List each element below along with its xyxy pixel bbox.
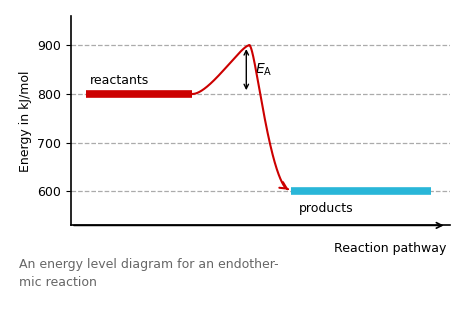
Text: Reaction pathway: Reaction pathway	[334, 242, 447, 255]
Y-axis label: Energy in kJ/mol: Energy in kJ/mol	[19, 70, 32, 172]
Text: reactants: reactants	[90, 74, 149, 87]
Text: products: products	[299, 202, 353, 215]
Text: An energy level diagram for an endother-
mic reaction: An energy level diagram for an endother-…	[19, 258, 279, 289]
Text: $E_\mathrm{A}$: $E_\mathrm{A}$	[255, 62, 273, 78]
